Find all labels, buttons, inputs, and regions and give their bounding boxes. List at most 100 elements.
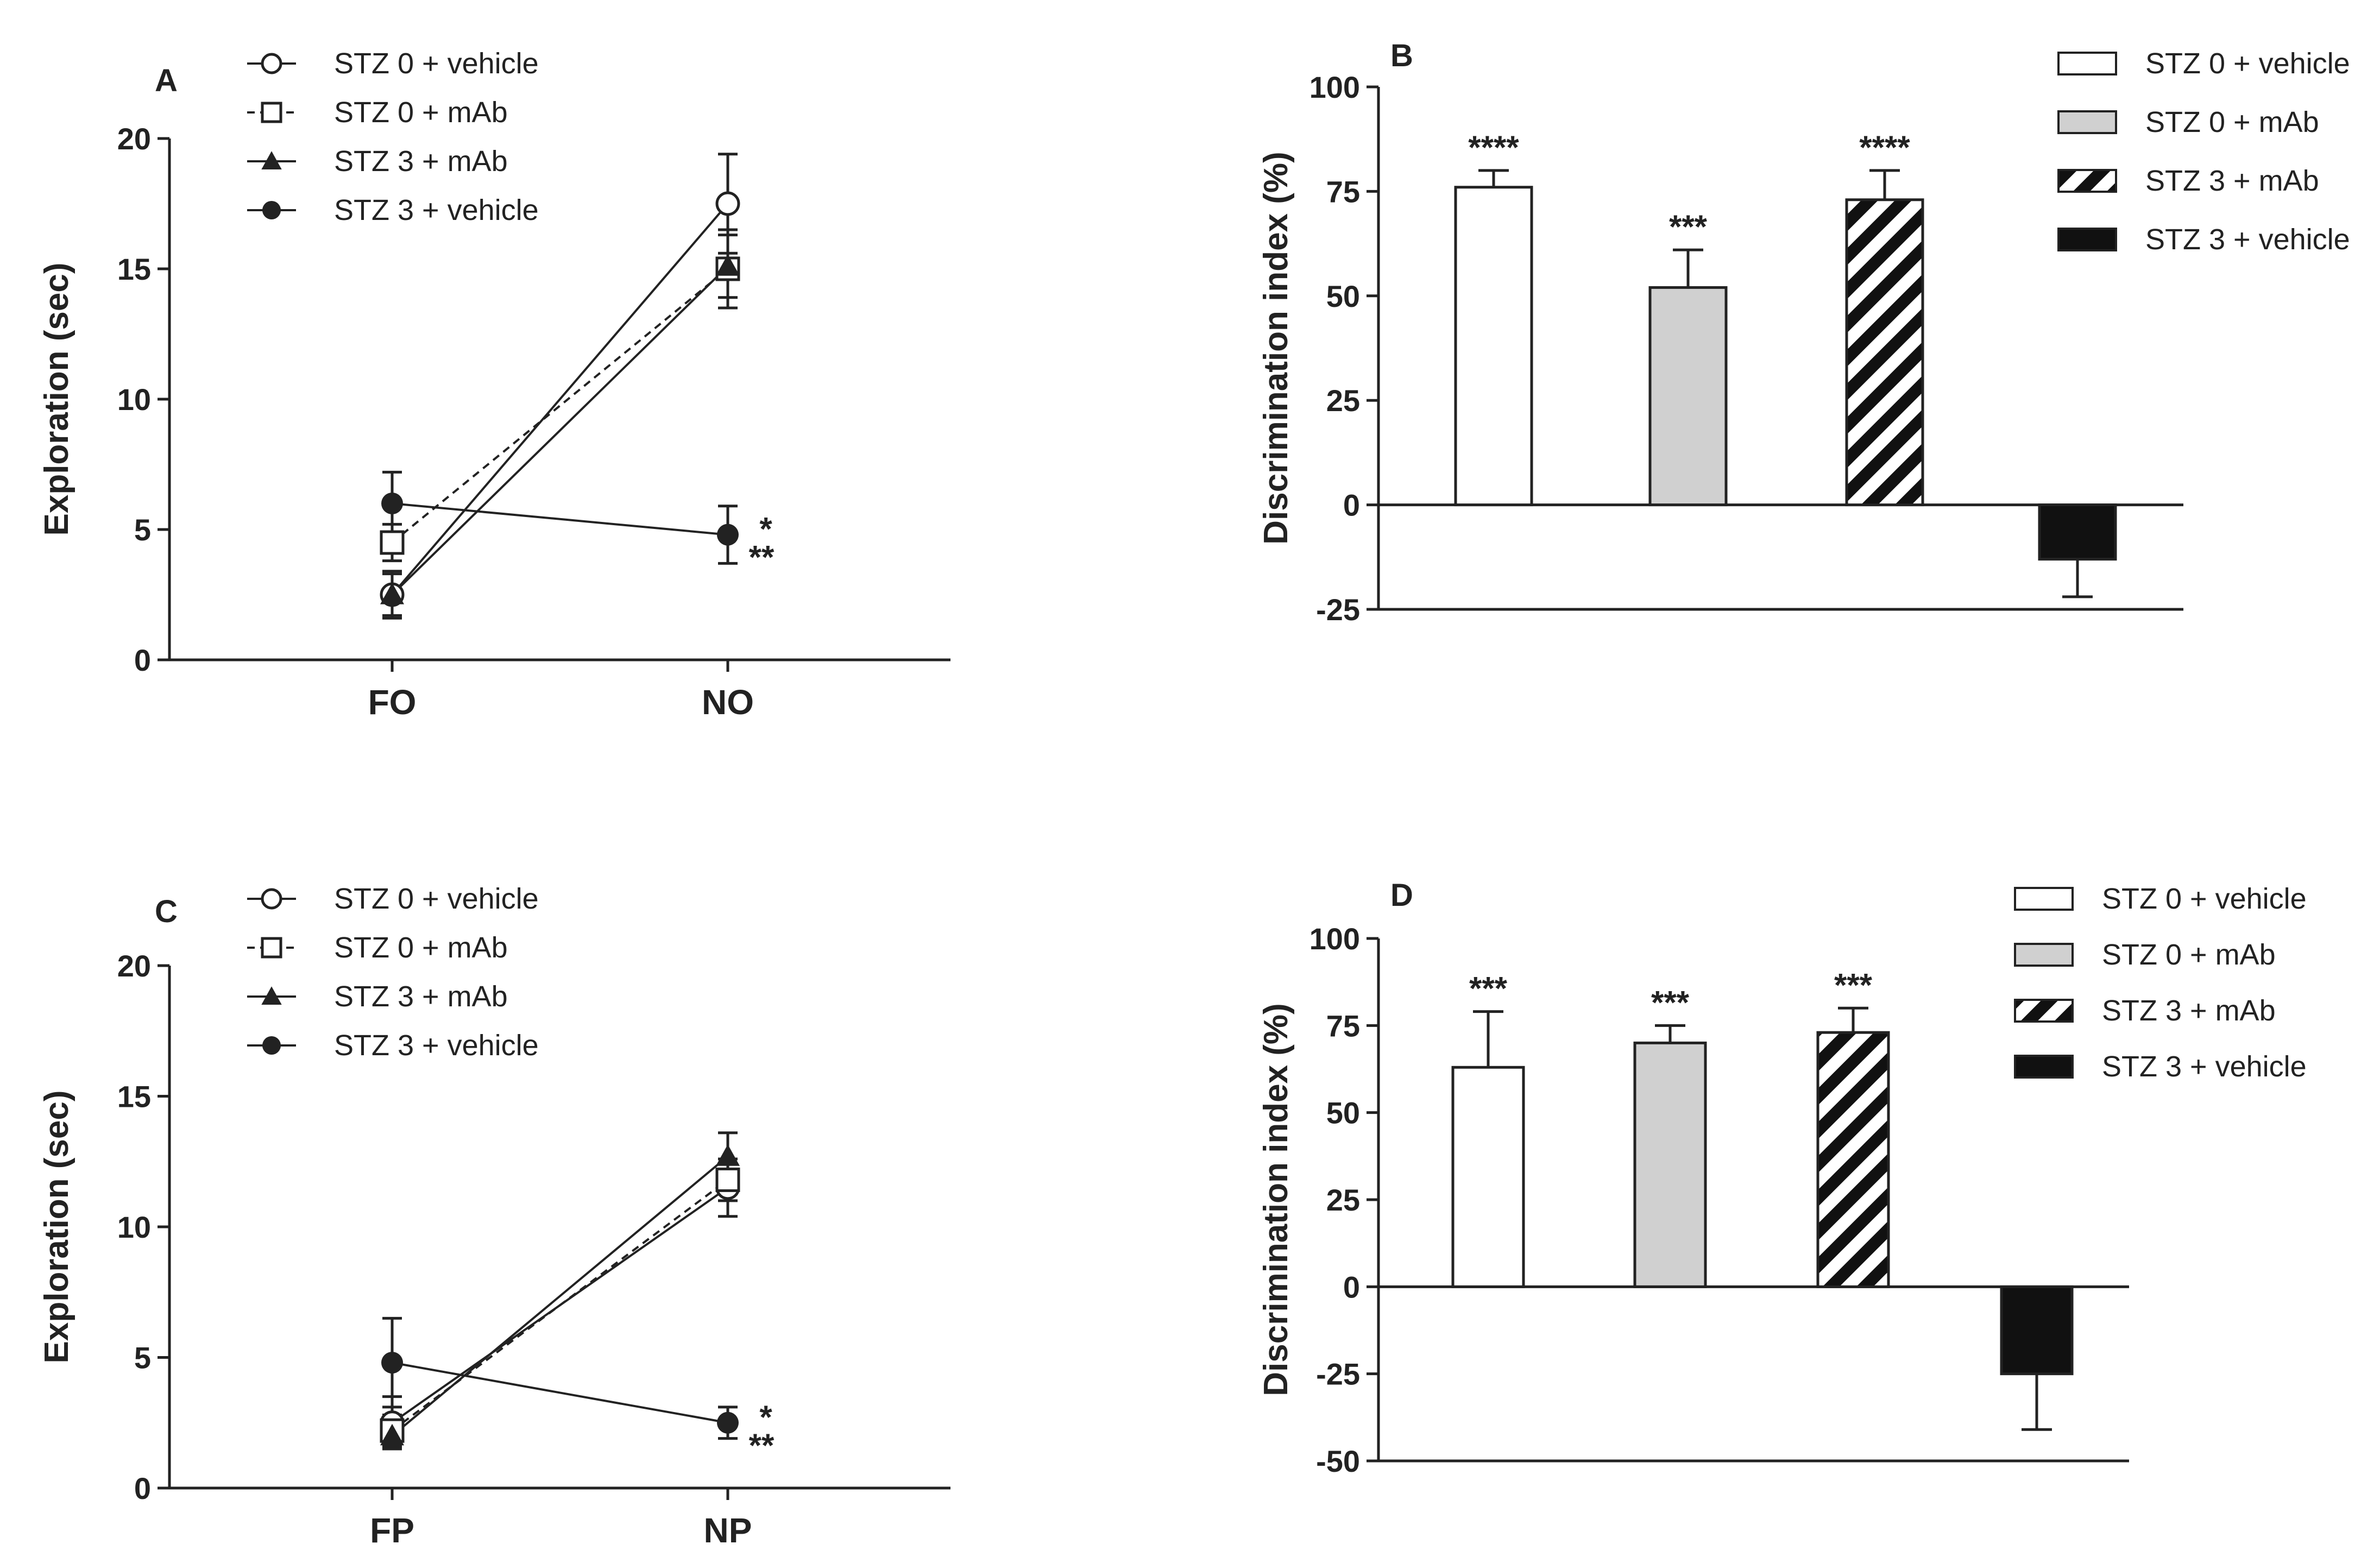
legend-label: STZ 0 + vehicle: [2102, 883, 2307, 915]
y-tick-label: 5: [134, 513, 151, 547]
y-tick-label: -50: [1316, 1444, 1360, 1478]
legend-swatch: [2057, 169, 2117, 193]
panel-d-bar-chart: D Discrimination index (%) -50 -25 0 25 50 75 10…: [1257, 878, 2307, 1478]
legend-label: STZ 0 + vehicle: [334, 47, 539, 80]
y-tick-label: 50: [1326, 1096, 1360, 1130]
x-tick-label: NP: [704, 1511, 752, 1550]
legend-label: STZ 3 + vehicle: [2102, 1050, 2307, 1083]
legend-label: STZ 0 + mAb: [2145, 106, 2319, 138]
y-tick-label: 20: [117, 949, 151, 983]
data-point: [716, 254, 740, 276]
legend-label: STZ 3 + mAb: [334, 980, 508, 1013]
y-axis-label: Discrimination index (%): [1257, 152, 1295, 544]
panel-a-line-chart: A Exploration (sec) 0 5 10 15 20 FO NO *** STZ 0 +…: [38, 47, 950, 722]
data-point: [715, 1167, 740, 1192]
panel-label: C: [155, 894, 178, 929]
legend-swatch: [2014, 943, 2074, 967]
legend-marker: [261, 102, 282, 123]
significance-label: ***: [1834, 967, 1873, 1003]
legend-label: STZ 0 + vehicle: [334, 883, 539, 915]
panel-label: D: [1390, 878, 1413, 913]
y-tick-label: 75: [1326, 1009, 1360, 1043]
legend-label: STZ 3 + vehicle: [2145, 223, 2350, 256]
y-tick-label: 100: [1309, 70, 1360, 104]
y-tick-label: 5: [134, 1341, 151, 1375]
series-line: [391, 268, 729, 544]
y-tick-label: 0: [134, 643, 151, 677]
legend-label: STZ 3 + vehicle: [334, 1029, 539, 1062]
y-axis-label: Discrimination index (%): [1257, 1003, 1295, 1396]
significance-label: ****: [1468, 129, 1519, 166]
y-tick-label: 15: [117, 1080, 151, 1114]
data-point: [380, 530, 405, 555]
legend-label: STZ 0 + mAb: [334, 931, 508, 964]
panel-label: A: [155, 63, 178, 98]
y-tick-label: 10: [117, 382, 151, 417]
significance-label: ***: [1469, 970, 1508, 1007]
y-axis-label: Exploration (sec): [38, 263, 75, 536]
series-line: [392, 502, 728, 536]
significance-label: **: [749, 539, 775, 576]
y-tick-label: 25: [1326, 1183, 1360, 1217]
bar: [1816, 1031, 1890, 1288]
legend-marker: [262, 1036, 281, 1055]
legend-swatch: [2014, 999, 2074, 1023]
y-tick-label: 0: [134, 1471, 151, 1505]
data-point: [715, 191, 740, 216]
panel-label: B: [1390, 38, 1413, 73]
legend-marker: [261, 937, 282, 959]
significance-label: *: [759, 1399, 772, 1435]
bar: [1648, 286, 1728, 507]
series-line: [391, 1155, 729, 1437]
data-point: [380, 1423, 404, 1446]
legend-marker: [261, 888, 282, 910]
x-tick-label: FP: [370, 1511, 414, 1550]
legend-label: STZ 0 + vehicle: [2145, 47, 2350, 80]
y-tick-label: 100: [1309, 922, 1360, 956]
data-point: [717, 524, 739, 546]
y-tick-label: 15: [117, 252, 151, 286]
data-point: [716, 1144, 740, 1166]
data-point: [381, 1352, 403, 1374]
y-tick-label: 10: [117, 1210, 151, 1244]
bar: [1633, 1041, 1707, 1288]
legend-swatch: [2057, 110, 2117, 134]
y-tick-label: 0: [1343, 1270, 1360, 1304]
significance-label: **: [749, 1427, 775, 1464]
y-tick-label: 20: [117, 122, 151, 156]
bar: [1845, 198, 1924, 507]
series-line: [392, 1362, 728, 1424]
legend-marker: [261, 151, 282, 169]
y-tick-label: 25: [1326, 383, 1360, 418]
significance-label: *: [759, 511, 772, 547]
legend-marker: [261, 986, 282, 1005]
legend-swatch: [2057, 52, 2117, 75]
significance-label: ***: [1651, 984, 1690, 1020]
legend-swatch: [2057, 228, 2117, 251]
legend-swatch: [2014, 887, 2074, 911]
legend-marker: [262, 201, 281, 219]
x-tick-label: NO: [702, 683, 754, 722]
legend-label: STZ 0 + mAb: [2102, 938, 2276, 971]
y-tick-label: 50: [1326, 279, 1360, 313]
bar: [2038, 503, 2117, 561]
data-point: [717, 1411, 739, 1434]
significance-label: ****: [1859, 129, 1910, 166]
legend-label: STZ 3 + vehicle: [334, 194, 539, 226]
legend-label: STZ 3 + mAb: [334, 145, 508, 178]
bar: [2000, 1285, 2074, 1376]
bar: [1454, 186, 1533, 507]
legend-label: STZ 0 + mAb: [334, 96, 508, 129]
data-point: [380, 583, 404, 604]
x-tick-label: FO: [368, 683, 417, 722]
series-line: [391, 265, 729, 596]
panel-b-bar-chart: B Discrimination index (%) -25 0 25 50 75 100 **…: [1257, 38, 2350, 627]
legend-swatch: [2014, 1055, 2074, 1079]
data-point: [381, 493, 403, 514]
y-tick-label: 75: [1326, 174, 1360, 209]
legend-marker: [261, 53, 282, 74]
y-tick-label: -25: [1316, 593, 1360, 627]
y-tick-label: -25: [1316, 1357, 1360, 1391]
legend-label: STZ 3 + mAb: [2145, 165, 2319, 197]
